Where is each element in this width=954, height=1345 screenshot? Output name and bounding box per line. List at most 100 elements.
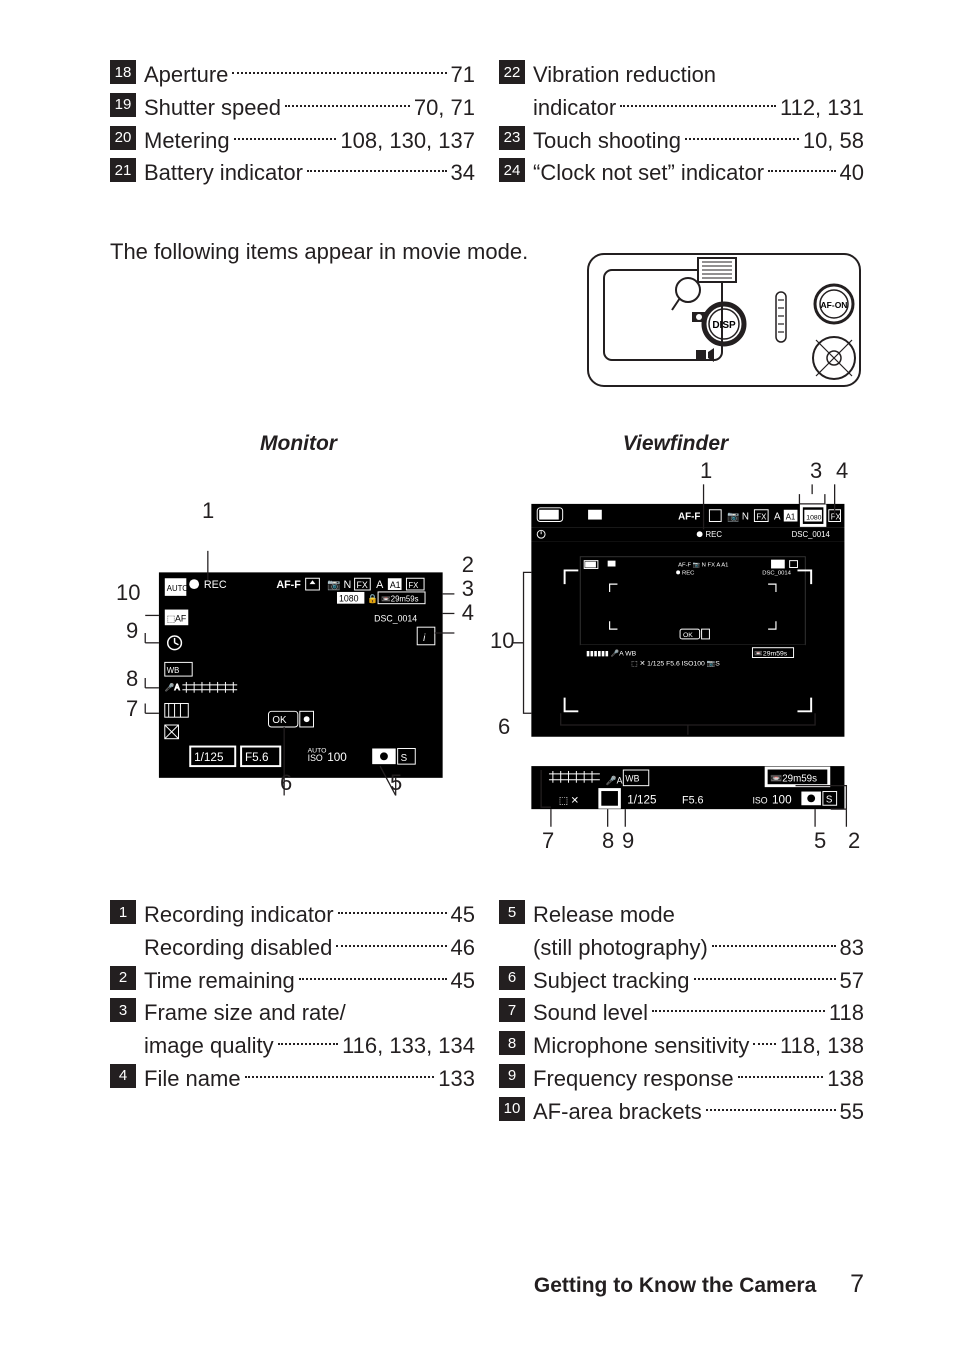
disp-label: DISP	[712, 320, 736, 331]
index-num: 7	[499, 998, 525, 1022]
index-subrow: (still photography) 83	[533, 933, 864, 964]
index-num: 3	[110, 998, 136, 1022]
index-num: 8	[499, 1031, 525, 1055]
vf-callout-2: 2	[848, 828, 860, 854]
index-num: 21	[110, 158, 136, 182]
svg-text:FX: FX	[756, 513, 767, 522]
top-index-grid: 18 Aperture 71 19 Shutter speed 70, 71 2…	[110, 60, 864, 191]
callout-4: 4	[462, 600, 474, 626]
vf-callout-10: 10	[490, 628, 514, 654]
svg-text:1080: 1080	[806, 515, 821, 522]
top-index-col-left: 18 Aperture 71 19 Shutter speed 70, 71 2…	[110, 60, 475, 191]
svg-text:FX: FX	[357, 580, 368, 590]
callout-10: 10	[116, 580, 140, 606]
index-row: 21 Battery indicator 34	[110, 158, 475, 189]
index-row: 9 Frequency response 138	[499, 1064, 864, 1095]
index-num: 2	[110, 966, 136, 990]
index-row: 10 AF-area brackets 55	[499, 1097, 864, 1128]
index-page: 138	[827, 1064, 864, 1095]
svg-text:OK: OK	[272, 715, 287, 726]
svg-text:⬚ ✕: ⬚ ✕	[559, 795, 579, 806]
index-row: 3 Frame size and rate/	[110, 998, 475, 1029]
svg-text:OK: OK	[683, 632, 693, 639]
viewfinder-display: AF-F 📷 N FX A A1 1080 FX REC DSC_0014	[502, 470, 864, 890]
index-page: 116, 133, 134	[342, 1031, 475, 1062]
camera-diagram: DISP AF-ON	[584, 250, 864, 390]
index-row: 24 “Clock not set” indicator 40	[499, 158, 864, 189]
osd-rec: REC	[204, 579, 227, 591]
index-label: Shutter speed	[144, 93, 281, 124]
vf-callout-6: 6	[498, 714, 510, 740]
svg-text:📼29m59s: 📼29m59s	[381, 595, 419, 604]
leader-dots	[712, 933, 836, 947]
index-page: 40	[840, 158, 864, 189]
viewfinder-heading: Viewfinder	[487, 432, 864, 456]
vf-callout-7: 7	[542, 828, 554, 854]
vf-callout-9: 9	[622, 828, 634, 854]
callout-3: 3	[462, 576, 474, 602]
lower-col-right: 5 Release mode (still photography) 83 6 …	[499, 900, 864, 1130]
footer-section: Getting to Know the Camera	[534, 1274, 816, 1297]
index-label: Touch shooting	[533, 126, 681, 157]
callout-9: 9	[126, 618, 138, 644]
index-row: 1 Recording indicator 45	[110, 900, 475, 931]
index-num: 18	[110, 60, 136, 84]
index-row: 20 Metering 108, 130, 137	[110, 126, 475, 157]
svg-text:⬚AF: ⬚AF	[167, 613, 187, 623]
index-num: 20	[110, 126, 136, 150]
monitor-heading: Monitor	[110, 432, 487, 456]
index-page: 83	[840, 933, 864, 964]
svg-text:100: 100	[772, 793, 792, 806]
index-page: 71	[451, 60, 475, 91]
index-page: 45	[451, 966, 475, 997]
svg-text:REC: REC	[682, 570, 695, 576]
index-label: Frame size and rate/	[144, 998, 346, 1029]
vf-callout-8: 8	[602, 828, 614, 854]
index-label: Recording indicator	[144, 900, 334, 931]
index-page: 57	[840, 966, 864, 997]
svg-text:🔒: 🔒	[367, 594, 378, 604]
displays-row: REC AF-F 📷 N FX A A1 FX 1080 🔒 📼29m59s	[110, 470, 864, 890]
display-headings: Monitor Viewfinder	[110, 432, 864, 456]
index-label: Release mode	[533, 900, 675, 931]
index-label: Vibration reduction	[533, 60, 716, 91]
leader-dots	[652, 998, 825, 1012]
leader-dots	[753, 1031, 776, 1045]
index-page: 45	[451, 900, 475, 931]
vf-callout-5: 5	[814, 828, 826, 854]
leader-dots	[278, 1031, 338, 1045]
index-row: 2 Time remaining 45	[110, 966, 475, 997]
svg-text:100: 100	[327, 751, 347, 764]
index-num: 4	[110, 1064, 136, 1088]
svg-text:⬚ ✕ 1/125 F5.6 ISO100: ⬚ ✕ 1/125 F5.6 ISO100 📷S	[631, 660, 720, 667]
svg-text:DSC_0014: DSC_0014	[374, 613, 417, 623]
index-num: 5	[499, 900, 525, 924]
svg-text:WB: WB	[167, 666, 180, 675]
svg-text:A: A	[376, 579, 384, 591]
leader-dots	[299, 966, 447, 980]
svg-text:1080: 1080	[339, 594, 359, 604]
leader-dots	[768, 158, 835, 172]
index-label: Subject tracking	[533, 966, 690, 997]
index-label: Frequency response	[533, 1064, 734, 1095]
svg-text:S: S	[826, 794, 833, 805]
lower-index-grid: 1 Recording indicator 45 Recording disab…	[110, 900, 864, 1130]
index-num: 22	[499, 60, 525, 84]
index-subrow: image quality 116, 133, 134	[144, 1031, 475, 1062]
leader-dots	[706, 1097, 836, 1111]
index-label: Battery indicator	[144, 158, 303, 189]
svg-text:1/125: 1/125	[194, 751, 224, 764]
svg-text:AF-F 📷 N FX A A1: AF-F 📷 N FX A A1	[678, 562, 728, 569]
svg-text:FX: FX	[831, 513, 842, 522]
index-label: “Clock not set” indicator	[533, 158, 764, 189]
leader-dots	[620, 93, 776, 107]
svg-text:F5.6: F5.6	[245, 751, 269, 764]
index-num: 23	[499, 126, 525, 150]
svg-text:🎤A: 🎤A	[606, 775, 623, 786]
index-num: 19	[110, 93, 136, 117]
index-page: 46	[451, 933, 475, 964]
index-row: 4 File name 133	[110, 1064, 475, 1095]
index-subrow: Recording disabled 46	[144, 933, 475, 964]
callout-2: 2	[462, 552, 474, 578]
svg-text:🎤A: 🎤A	[165, 682, 181, 692]
